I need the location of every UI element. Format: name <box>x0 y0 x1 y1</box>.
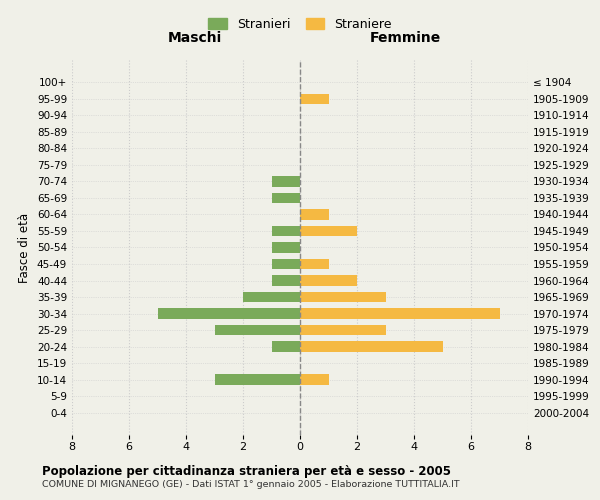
Bar <box>157 308 300 319</box>
Bar <box>271 341 300 352</box>
Bar <box>271 192 300 203</box>
Bar <box>271 242 300 253</box>
Bar <box>271 258 300 270</box>
Bar <box>300 275 357 286</box>
Bar <box>215 324 300 336</box>
Bar <box>300 341 443 352</box>
Legend: Stranieri, Straniere: Stranieri, Straniere <box>205 14 395 34</box>
Bar <box>300 324 386 336</box>
Text: COMUNE DI MIGNANEGO (GE) - Dati ISTAT 1° gennaio 2005 - Elaborazione TUTTITALIA.: COMUNE DI MIGNANEGO (GE) - Dati ISTAT 1°… <box>42 480 460 489</box>
Y-axis label: Fasce di età: Fasce di età <box>19 212 31 282</box>
Bar <box>271 176 300 187</box>
Bar <box>271 226 300 236</box>
Bar <box>300 94 329 104</box>
Text: Femmine: Femmine <box>369 31 440 45</box>
Bar <box>300 226 357 236</box>
Bar <box>300 292 386 302</box>
Bar <box>271 275 300 286</box>
Bar <box>243 292 300 302</box>
Text: Popolazione per cittadinanza straniera per età e sesso - 2005: Popolazione per cittadinanza straniera p… <box>42 465 451 478</box>
Bar <box>300 308 499 319</box>
Bar <box>300 209 329 220</box>
Bar <box>300 374 329 385</box>
Bar <box>300 258 329 270</box>
Bar <box>215 374 300 385</box>
Text: Maschi: Maschi <box>168 31 222 45</box>
